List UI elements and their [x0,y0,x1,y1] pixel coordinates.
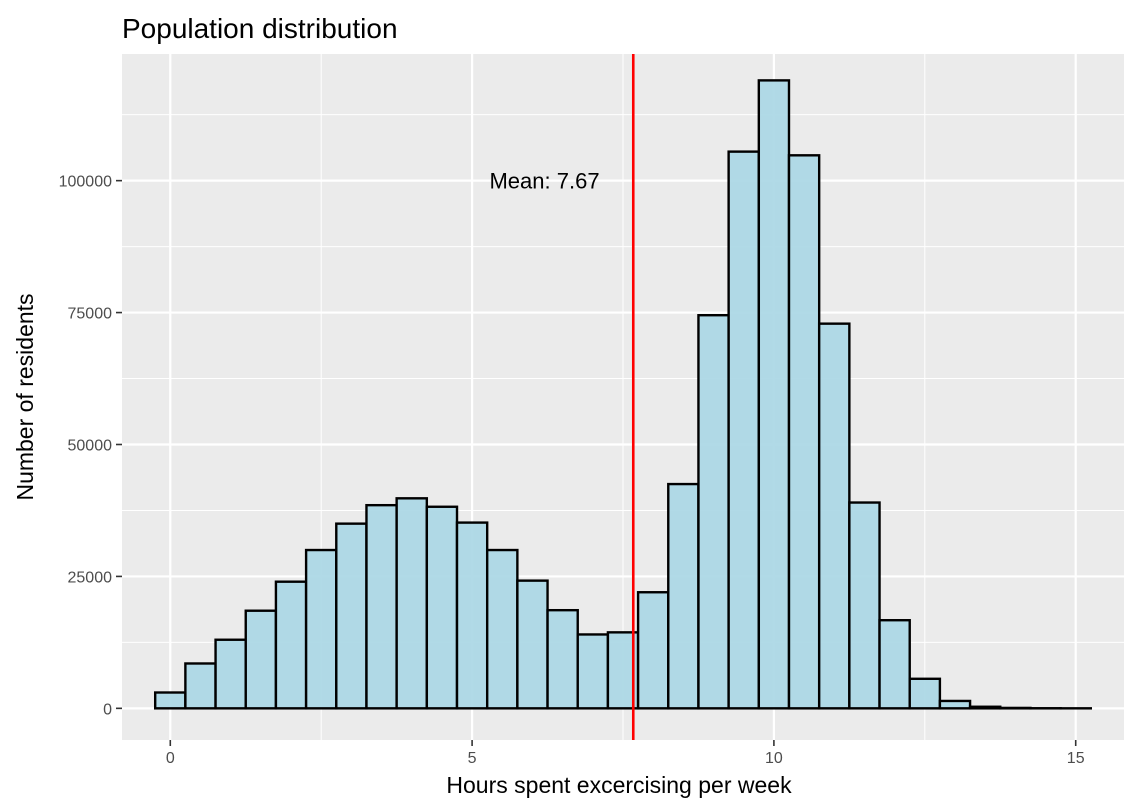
histogram-bar [274,580,308,710]
histogram-bar [667,482,700,710]
y-tick-label: 100000 [59,174,112,191]
mean-marker: Mean: 7.67 [489,54,635,740]
mean-label: Mean: 7.67 [489,169,599,194]
x-axis: 0 5 10 15 [166,740,1085,767]
histogram-bar [938,699,972,710]
histogram-bar [787,154,821,710]
y-tick-label: 0 [103,701,112,718]
histogram-bar [395,497,429,710]
x-tick-label: 0 [166,750,175,767]
histogram-bar [968,705,1002,710]
y-tick-label: 75000 [68,306,113,323]
chart-title: Population distribution [122,13,398,44]
histogram-bar [546,608,579,710]
y-tick-label: 25000 [68,569,113,586]
histogram-bar [848,501,881,710]
y-axis: 0 25000 50000 75000 100000 [59,174,122,718]
y-axis-title: Number of residents [12,293,38,500]
histogram-bar [576,633,610,710]
histogram-bar [908,677,942,710]
histogram-bar [304,548,338,710]
histogram-bars [153,79,1093,710]
x-axis-title: Hours spent excercising per week [446,772,792,798]
histogram-bar [335,522,368,710]
x-tick-label: 10 [765,750,783,767]
histogram-bar [757,79,791,710]
histogram-bar [485,548,519,710]
histogram-bar [455,521,489,710]
histogram-bar [153,691,187,710]
y-tick-label: 50000 [68,437,113,454]
histogram-bar [636,591,670,710]
histogram-bar [878,619,911,710]
x-tick-label: 15 [1067,750,1085,767]
histogram-bar [516,579,549,710]
histogram-bar [184,662,217,710]
histogram-bar [697,314,730,710]
histogram-bar [244,609,278,710]
histogram-bar [365,503,398,710]
histogram-bar [727,150,761,710]
histogram-bar [425,505,459,710]
histogram-bar [214,638,247,710]
x-tick-label: 5 [468,750,477,767]
histogram-bar [817,322,851,710]
